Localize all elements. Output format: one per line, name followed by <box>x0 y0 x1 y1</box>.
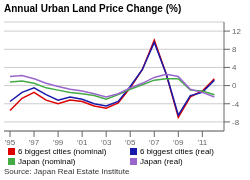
svg-text:'09: '09 <box>173 138 184 147</box>
svg-text:0: 0 <box>232 81 237 90</box>
html-text:Japan (real): Japan (real) <box>140 157 183 166</box>
svg-text:'01: '01 <box>77 138 88 147</box>
svg-text:'97: '97 <box>29 138 40 147</box>
svg-text:'07: '07 <box>149 138 160 147</box>
svg-text:-4: -4 <box>232 100 240 109</box>
html-text:Japan (nominal): Japan (nominal) <box>18 157 76 166</box>
svg-text:'11: '11 <box>197 138 207 147</box>
svg-text:4: 4 <box>232 63 237 72</box>
svg-text:'03: '03 <box>101 138 112 147</box>
html-text:Annual Urban Land Price Change: Annual Urban Land Price Change (%) <box>4 3 182 14</box>
html-text:6 biggest cities (nominal): 6 biggest cities (nominal) <box>18 147 107 156</box>
svg-text:'99: '99 <box>53 138 64 147</box>
svg-text:12: 12 <box>232 27 241 36</box>
html-text:Source: Japan Real Estate Inst: Source: Japan Real Estate Institute <box>4 167 130 176</box>
html-text:6 biggest cities (real): 6 biggest cities (real) <box>140 147 214 156</box>
svg-text:8: 8 <box>232 45 237 54</box>
svg-text:'05: '05 <box>125 138 136 147</box>
svg-text:'95: '95 <box>8 138 16 147</box>
svg-text:-8: -8 <box>232 118 240 127</box>
